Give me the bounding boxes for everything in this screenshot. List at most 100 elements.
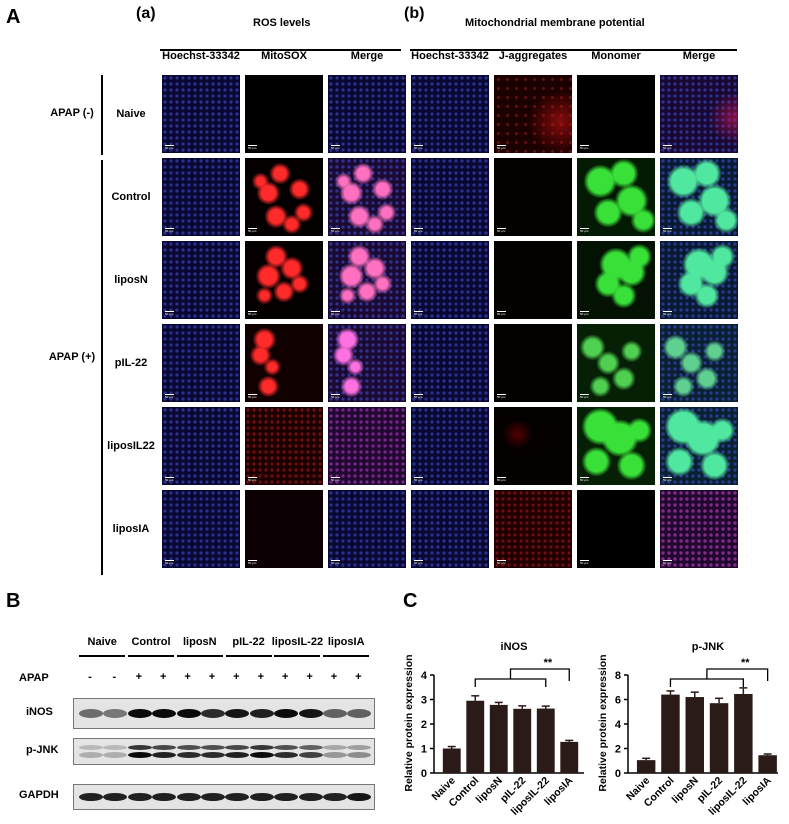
blot-group-label: liposIL-22 (271, 636, 324, 648)
micrograph-naive-3: 50 μm (411, 75, 489, 153)
apap-lane-sign: + (159, 671, 167, 683)
bar (536, 708, 555, 773)
micrograph-liposia-0: 50 μm (162, 490, 240, 568)
protein-band (347, 751, 372, 758)
blot-group-line (79, 655, 126, 657)
y-tick-label: 4 (615, 719, 622, 731)
micrograph-control-1: 50 μm (245, 158, 323, 236)
scale-bar: 50 μm (248, 228, 257, 233)
scale-bar: 50 μm (165, 311, 174, 316)
significance-label: ** (741, 657, 750, 669)
column-header: Merge (682, 50, 716, 62)
scale-bar: 50 μm (414, 311, 423, 316)
column-header: Hoechst-33342 (162, 50, 240, 62)
micrograph-liposil22-0: 50 μm (162, 407, 240, 485)
protein-band (152, 744, 177, 750)
micrograph-pil-22-4: 50 μm (494, 324, 572, 402)
scale-bar: 50 μm (414, 228, 423, 233)
section-a-title: ROS levels (253, 17, 311, 29)
scale-bar: 50 μm (580, 311, 589, 316)
scale-bar: 50 μm (497, 394, 506, 399)
protein-band (347, 744, 372, 750)
protein-band (103, 793, 128, 801)
micrograph-liposn-4: 50 μm (494, 241, 572, 319)
scale-bar: 50 μm (165, 477, 174, 482)
micrograph-naive-5: 50 μm (577, 75, 655, 153)
protein-band (152, 751, 177, 758)
blot-label: GAPDH (19, 789, 59, 801)
bar (636, 760, 656, 773)
bar (442, 748, 461, 773)
protein-band (249, 708, 274, 718)
chart-title: iNOS (501, 641, 528, 653)
protein-band (103, 751, 128, 758)
scale-bar: 50 μm (165, 145, 174, 150)
row-label: Naive (116, 108, 146, 120)
scale-bar: 50 μm (165, 394, 174, 399)
scale-bar: 50 μm (580, 394, 589, 399)
micrograph-naive-6: 50 μm (660, 75, 738, 153)
scale-bar: 50 μm (331, 477, 340, 482)
scale-bar: 50 μm (497, 228, 506, 233)
protein-band (152, 793, 177, 801)
scale-bar: 50 μm (663, 145, 672, 150)
y-axis-label: Relative protein expression (597, 654, 609, 791)
scale-bar: 50 μm (663, 228, 672, 233)
scale-bar: 50 μm (497, 477, 506, 482)
scale-bar: 50 μm (414, 560, 423, 565)
scale-bar: 50 μm (331, 311, 340, 316)
group-apap-pos-line (101, 160, 103, 575)
micrograph-pil-22-3: 50 μm (411, 324, 489, 402)
scale-bar: 50 μm (165, 560, 174, 565)
section-a-line (160, 49, 401, 51)
blot-label: p-JNK (26, 743, 59, 756)
blot-group-line (128, 655, 174, 657)
apap-lane-sign: + (135, 671, 143, 683)
micrograph-control-4: 50 μm (494, 158, 572, 236)
protein-band (201, 751, 225, 758)
protein-band (127, 793, 152, 801)
scale-bar: 50 μm (497, 145, 506, 150)
apap-lane-sign: - (112, 671, 117, 683)
micrograph-pil-22-2: 50 μm (328, 324, 406, 402)
row-label: pIL-22 (114, 357, 148, 369)
micrograph-naive-0: 50 μm (162, 75, 240, 153)
blot-group-line (323, 655, 370, 657)
micrograph-liposil22-3: 50 μm (411, 407, 489, 485)
protein-band (274, 744, 299, 750)
scale-bar: 50 μm (331, 394, 340, 399)
scale-bar: 50 μm (580, 145, 589, 150)
x-tick-label: liposN (474, 775, 505, 806)
protein-band (201, 793, 225, 801)
blot-group-label: Control (131, 636, 171, 648)
micrograph-liposil22-5: 50 μm (577, 407, 655, 485)
micrograph-control-5: 50 μm (577, 158, 655, 236)
scale-bar: 50 μm (663, 477, 672, 482)
protein-band (176, 708, 201, 718)
protein-band (274, 708, 299, 718)
micrograph-pil-22-0: 50 μm (162, 324, 240, 402)
group-apap-pos: APAP (+) (48, 351, 96, 363)
row-label: liposIA (112, 523, 150, 535)
protein-band (323, 793, 347, 801)
row-label: liposN (114, 274, 148, 286)
micrograph-liposn-0: 50 μm (162, 241, 240, 319)
protein-band (79, 751, 103, 758)
micrograph-naive-2: 50 μm (328, 75, 406, 153)
scale-bar: 50 μm (248, 394, 257, 399)
row-label: Control (111, 191, 151, 203)
y-tick-label: 8 (615, 670, 621, 682)
y-tick-label: 3 (421, 695, 427, 707)
protein-band (176, 793, 201, 801)
bar (709, 703, 729, 773)
protein-band (79, 744, 103, 750)
scale-bar: 50 μm (580, 477, 589, 482)
scale-bar: 50 μm (248, 311, 257, 316)
protein-band (176, 744, 201, 750)
micrograph-control-0: 50 μm (162, 158, 240, 236)
protein-band (298, 751, 323, 758)
bar (560, 741, 579, 773)
